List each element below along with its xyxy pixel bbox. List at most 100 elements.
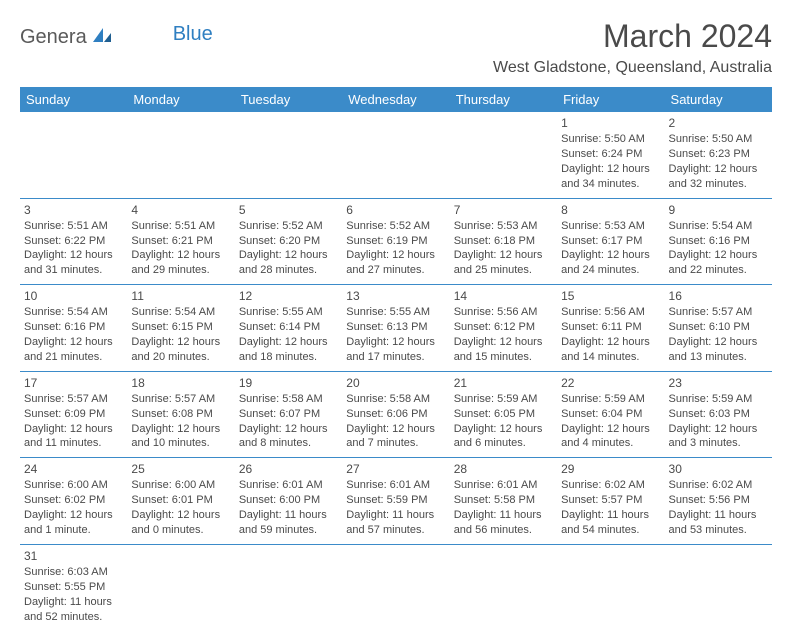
calendar-empty-cell (235, 544, 342, 630)
calendar-day-cell: 2Sunrise: 5:50 AMSunset: 6:23 PMDaylight… (665, 112, 772, 198)
daylight-line: Daylight: 12 hours and 22 minutes. (669, 248, 768, 278)
daylight-line: Daylight: 12 hours and 20 minutes. (131, 335, 230, 365)
calendar-day-cell: 20Sunrise: 5:58 AMSunset: 6:06 PMDayligh… (342, 371, 449, 458)
sunrise-line: Sunrise: 5:51 AM (24, 219, 123, 234)
day-number: 14 (454, 288, 553, 304)
daylight-line: Daylight: 12 hours and 27 minutes. (346, 248, 445, 278)
calendar-day-cell: 22Sunrise: 5:59 AMSunset: 6:04 PMDayligh… (557, 371, 664, 458)
sunrise-line: Sunrise: 5:54 AM (24, 305, 123, 320)
daylight-line: Daylight: 12 hours and 4 minutes. (561, 422, 660, 452)
day-number: 23 (669, 375, 768, 391)
calendar-day-cell: 13Sunrise: 5:55 AMSunset: 6:13 PMDayligh… (342, 285, 449, 372)
day-number: 8 (561, 202, 660, 218)
calendar-day-cell: 15Sunrise: 5:56 AMSunset: 6:11 PMDayligh… (557, 285, 664, 372)
weekday-header: Friday (557, 87, 664, 112)
sunrise-line: Sunrise: 5:53 AM (561, 219, 660, 234)
sunset-line: Sunset: 6:16 PM (24, 320, 123, 335)
daylight-line: Daylight: 12 hours and 6 minutes. (454, 422, 553, 452)
calendar-day-cell: 30Sunrise: 6:02 AMSunset: 5:56 PMDayligh… (665, 458, 772, 545)
day-number: 12 (239, 288, 338, 304)
daylight-line: Daylight: 12 hours and 28 minutes. (239, 248, 338, 278)
day-number: 3 (24, 202, 123, 218)
logo-text-blue: Blue (173, 23, 213, 46)
daylight-line: Daylight: 12 hours and 18 minutes. (239, 335, 338, 365)
sunrise-line: Sunrise: 6:01 AM (239, 478, 338, 493)
sunrise-line: Sunrise: 5:56 AM (454, 305, 553, 320)
calendar-empty-cell (342, 112, 449, 198)
calendar-day-cell: 3Sunrise: 5:51 AMSunset: 6:22 PMDaylight… (20, 198, 127, 285)
calendar-day-cell: 7Sunrise: 5:53 AMSunset: 6:18 PMDaylight… (450, 198, 557, 285)
daylight-line: Daylight: 11 hours and 54 minutes. (561, 508, 660, 538)
calendar-body: 1Sunrise: 5:50 AMSunset: 6:24 PMDaylight… (20, 112, 772, 630)
calendar-day-cell: 17Sunrise: 5:57 AMSunset: 6:09 PMDayligh… (20, 371, 127, 458)
calendar-day-cell: 6Sunrise: 5:52 AMSunset: 6:19 PMDaylight… (342, 198, 449, 285)
sunrise-line: Sunrise: 6:02 AM (561, 478, 660, 493)
sunset-line: Sunset: 5:57 PM (561, 493, 660, 508)
day-number: 20 (346, 375, 445, 391)
day-number: 11 (131, 288, 230, 304)
sunrise-line: Sunrise: 5:57 AM (131, 392, 230, 407)
day-number: 28 (454, 461, 553, 477)
weekday-header: Sunday (20, 87, 127, 112)
day-number: 15 (561, 288, 660, 304)
day-number: 19 (239, 375, 338, 391)
daylight-line: Daylight: 11 hours and 53 minutes. (669, 508, 768, 538)
calendar-week-row: 3Sunrise: 5:51 AMSunset: 6:22 PMDaylight… (20, 198, 772, 285)
sunrise-line: Sunrise: 6:01 AM (346, 478, 445, 493)
daylight-line: Daylight: 12 hours and 1 minute. (24, 508, 123, 538)
sunset-line: Sunset: 6:16 PM (669, 234, 768, 249)
daylight-line: Daylight: 12 hours and 15 minutes. (454, 335, 553, 365)
sunset-line: Sunset: 6:17 PM (561, 234, 660, 249)
sunrise-line: Sunrise: 5:50 AM (669, 132, 768, 147)
calendar-day-cell: 10Sunrise: 5:54 AMSunset: 6:16 PMDayligh… (20, 285, 127, 372)
calendar-empty-cell (127, 544, 234, 630)
calendar-day-cell: 28Sunrise: 6:01 AMSunset: 5:58 PMDayligh… (450, 458, 557, 545)
daylight-line: Daylight: 12 hours and 17 minutes. (346, 335, 445, 365)
daylight-line: Daylight: 12 hours and 24 minutes. (561, 248, 660, 278)
sunrise-line: Sunrise: 5:59 AM (561, 392, 660, 407)
calendar-day-cell: 24Sunrise: 6:00 AMSunset: 6:02 PMDayligh… (20, 458, 127, 545)
day-number: 7 (454, 202, 553, 218)
header: Genera Blue March 2024 West Gladstone, Q… (20, 18, 772, 77)
sunrise-line: Sunrise: 5:54 AM (131, 305, 230, 320)
sunset-line: Sunset: 6:12 PM (454, 320, 553, 335)
sunset-line: Sunset: 6:10 PM (669, 320, 768, 335)
daylight-line: Daylight: 11 hours and 59 minutes. (239, 508, 338, 538)
daylight-line: Daylight: 11 hours and 57 minutes. (346, 508, 445, 538)
daylight-line: Daylight: 12 hours and 21 minutes. (24, 335, 123, 365)
day-number: 6 (346, 202, 445, 218)
day-number: 13 (346, 288, 445, 304)
sunrise-line: Sunrise: 5:57 AM (669, 305, 768, 320)
daylight-line: Daylight: 12 hours and 34 minutes. (561, 162, 660, 192)
sunrise-line: Sunrise: 5:58 AM (239, 392, 338, 407)
sunrise-line: Sunrise: 6:03 AM (24, 565, 123, 580)
daylight-line: Daylight: 12 hours and 32 minutes. (669, 162, 768, 192)
sunset-line: Sunset: 5:58 PM (454, 493, 553, 508)
daylight-line: Daylight: 12 hours and 13 minutes. (669, 335, 768, 365)
sunset-line: Sunset: 6:04 PM (561, 407, 660, 422)
calendar-day-cell: 26Sunrise: 6:01 AMSunset: 6:00 PMDayligh… (235, 458, 342, 545)
sunrise-line: Sunrise: 5:59 AM (669, 392, 768, 407)
calendar-week-row: 1Sunrise: 5:50 AMSunset: 6:24 PMDaylight… (20, 112, 772, 198)
sunset-line: Sunset: 6:21 PM (131, 234, 230, 249)
sunset-line: Sunset: 6:14 PM (239, 320, 338, 335)
sunset-line: Sunset: 6:11 PM (561, 320, 660, 335)
day-number: 17 (24, 375, 123, 391)
day-number: 1 (561, 115, 660, 131)
daylight-line: Daylight: 12 hours and 7 minutes. (346, 422, 445, 452)
day-number: 4 (131, 202, 230, 218)
calendar-day-cell: 19Sunrise: 5:58 AMSunset: 6:07 PMDayligh… (235, 371, 342, 458)
sunrise-line: Sunrise: 5:51 AM (131, 219, 230, 234)
weekday-header: Thursday (450, 87, 557, 112)
sunset-line: Sunset: 6:13 PM (346, 320, 445, 335)
calendar-header-row: SundayMondayTuesdayWednesdayThursdayFrid… (20, 87, 772, 112)
sunrise-line: Sunrise: 5:59 AM (454, 392, 553, 407)
location-text: West Gladstone, Queensland, Australia (493, 59, 772, 77)
day-number: 18 (131, 375, 230, 391)
sunrise-line: Sunrise: 5:57 AM (24, 392, 123, 407)
calendar-week-row: 10Sunrise: 5:54 AMSunset: 6:16 PMDayligh… (20, 285, 772, 372)
calendar-empty-cell (557, 544, 664, 630)
daylight-line: Daylight: 12 hours and 14 minutes. (561, 335, 660, 365)
day-number: 30 (669, 461, 768, 477)
daylight-line: Daylight: 12 hours and 11 minutes. (24, 422, 123, 452)
